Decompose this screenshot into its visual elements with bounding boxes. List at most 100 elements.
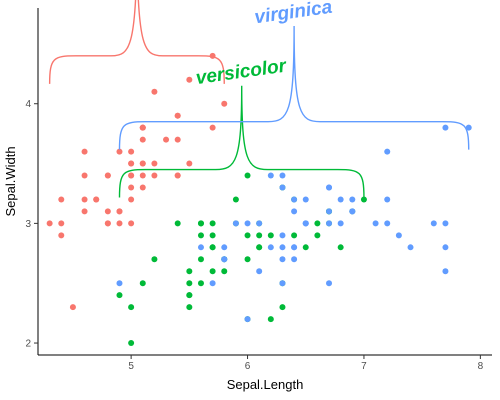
y-axis-title: Sepal.Width	[3, 146, 18, 216]
data-point	[58, 196, 65, 203]
data-point	[360, 196, 367, 203]
data-point	[139, 124, 146, 131]
data-point	[186, 268, 193, 275]
data-point	[256, 268, 263, 275]
x-axis-title: Sepal.Length	[227, 377, 304, 392]
data-point	[174, 172, 181, 179]
data-point	[232, 196, 239, 203]
data-point	[442, 244, 449, 251]
data-point	[116, 292, 123, 299]
data-point	[128, 340, 135, 347]
data-point	[337, 244, 344, 251]
ticks: 56782345	[25, 99, 484, 372]
data-point	[442, 268, 449, 275]
data-point	[291, 208, 298, 215]
data-point	[256, 244, 263, 251]
data-point	[326, 184, 333, 191]
data-point	[104, 172, 111, 179]
data-point	[128, 304, 135, 311]
data-point	[465, 124, 472, 131]
data-point	[174, 112, 181, 119]
points-layer	[46, 52, 472, 347]
data-point	[337, 220, 344, 227]
data-point	[128, 160, 135, 167]
x-tick-label: 6	[245, 361, 251, 372]
data-point	[116, 208, 123, 215]
data-point	[314, 220, 321, 227]
data-point	[197, 280, 204, 287]
data-point	[81, 172, 88, 179]
data-point	[244, 232, 251, 239]
data-point	[139, 184, 146, 191]
data-point	[279, 304, 286, 311]
data-point	[442, 124, 449, 131]
data-point	[174, 136, 181, 143]
x-tick-label: 5	[128, 361, 134, 372]
data-point	[151, 88, 158, 95]
data-point	[279, 232, 286, 239]
data-point	[430, 220, 437, 227]
data-point	[186, 292, 193, 299]
brace-label-virginica: virginica	[253, 0, 334, 28]
data-point	[209, 244, 216, 251]
data-point	[279, 244, 286, 251]
data-point	[128, 148, 135, 155]
data-point	[186, 280, 193, 287]
data-point	[302, 244, 309, 251]
data-point	[104, 208, 111, 215]
brace-setosa	[48, 0, 225, 84]
data-point	[139, 172, 146, 179]
data-point	[69, 304, 76, 311]
data-point	[128, 220, 135, 227]
data-point	[326, 220, 333, 227]
brace-versicolor	[118, 85, 365, 198]
data-point	[151, 256, 158, 263]
y-tick-label: 4	[25, 99, 31, 110]
axes	[37, 8, 492, 356]
data-point	[279, 184, 286, 191]
data-point	[116, 220, 123, 227]
data-point	[384, 196, 391, 203]
data-point	[395, 232, 402, 239]
data-point	[128, 196, 135, 203]
data-point	[442, 220, 449, 227]
data-point	[267, 244, 274, 251]
data-point	[139, 280, 146, 287]
data-point	[93, 196, 100, 203]
data-point	[314, 232, 321, 239]
data-point	[267, 172, 274, 179]
data-point	[267, 316, 274, 323]
data-point	[232, 220, 239, 227]
data-point	[58, 232, 65, 239]
x-tick-label: 8	[478, 361, 484, 372]
data-point	[116, 280, 123, 287]
data-point	[291, 256, 298, 263]
data-point	[302, 196, 309, 203]
data-point	[291, 232, 298, 239]
data-point	[209, 220, 216, 227]
brace-label-versicolor: versicolor	[195, 55, 289, 89]
y-tick-label: 3	[25, 219, 31, 230]
data-point	[256, 232, 263, 239]
data-point	[279, 256, 286, 263]
data-point	[244, 316, 251, 323]
data-point	[197, 232, 204, 239]
data-point	[384, 220, 391, 227]
data-point	[139, 160, 146, 167]
data-point	[209, 232, 216, 239]
data-point	[291, 244, 298, 251]
data-point	[267, 232, 274, 239]
data-point	[151, 160, 158, 167]
data-point	[302, 220, 309, 227]
data-point	[104, 220, 111, 227]
data-point	[197, 244, 204, 251]
data-point	[384, 148, 391, 155]
x-tick-label: 7	[361, 361, 367, 372]
data-point	[81, 196, 88, 203]
data-point	[372, 220, 379, 227]
series-setosa	[46, 52, 228, 311]
data-point	[326, 280, 333, 287]
data-point	[244, 172, 251, 179]
data-point	[116, 148, 123, 155]
brace-virginica	[118, 25, 470, 150]
